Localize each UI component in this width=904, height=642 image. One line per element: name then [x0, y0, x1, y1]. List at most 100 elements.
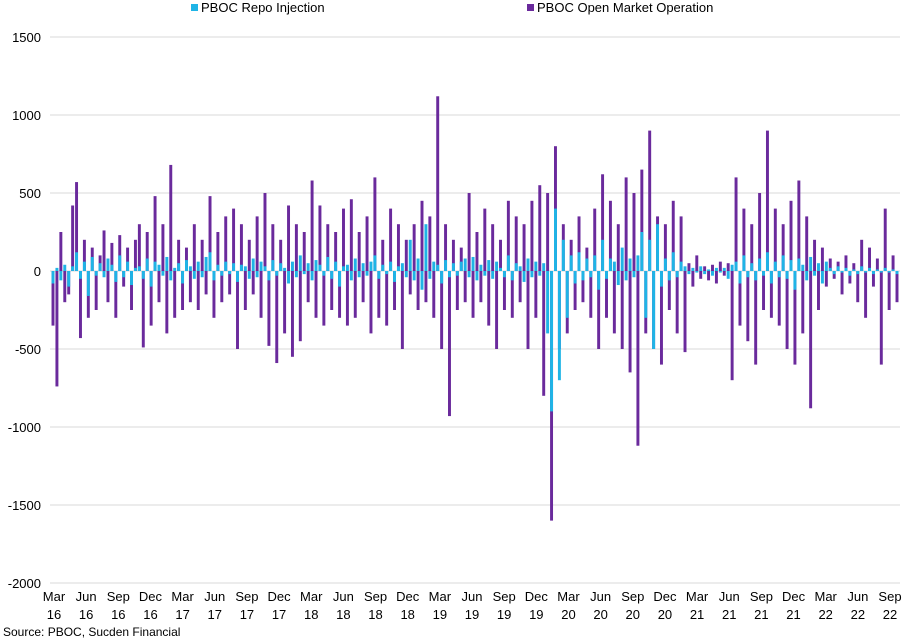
repo-bar	[239, 264, 243, 271]
x-tick-month: Jun	[333, 589, 354, 604]
omo-bar	[801, 271, 805, 334]
repo-bar	[436, 264, 440, 271]
omo-bar	[510, 271, 514, 318]
omo-bar	[448, 271, 451, 417]
repo-bar	[294, 271, 298, 278]
omo-bar	[432, 271, 436, 318]
omo-bar	[671, 200, 675, 271]
x-tick-year: 17	[208, 607, 222, 622]
x-tick-year: 20	[593, 607, 607, 622]
omo-bar	[173, 271, 177, 318]
omo-bar	[683, 271, 687, 353]
repo-bar	[420, 271, 424, 290]
omo-bar	[232, 208, 236, 271]
repo-bar	[891, 269, 895, 271]
omo-bar	[754, 271, 758, 365]
repo-bar	[703, 271, 707, 275]
repo-bar	[369, 261, 373, 271]
omo-bar	[94, 271, 98, 310]
omo-bar	[373, 177, 377, 271]
repo-bar	[157, 264, 161, 271]
omo-bar	[228, 271, 232, 295]
omo-bar	[605, 271, 608, 318]
repo-bar	[416, 258, 420, 271]
repo-bar	[597, 271, 601, 290]
repo-bar	[298, 255, 302, 271]
repo-bar	[813, 271, 817, 276]
omo-series	[51, 96, 899, 521]
omo-bar	[396, 224, 400, 271]
repo-bar	[365, 271, 369, 276]
repo-bar	[173, 267, 177, 271]
x-tick-month: Mar	[686, 589, 709, 604]
repo-bar	[860, 266, 864, 271]
omo-bar	[181, 271, 185, 310]
repo-bar	[271, 260, 275, 271]
x-tick-month: Dec	[139, 589, 163, 604]
repo-bar	[585, 258, 589, 271]
omo-bar	[463, 271, 467, 303]
repo-bar	[82, 261, 86, 271]
repo-bar	[526, 258, 530, 271]
omo-bar	[711, 264, 714, 271]
repo-bar	[236, 271, 239, 282]
repo-bar	[573, 271, 577, 284]
omo-bar	[659, 271, 663, 365]
omo-bar	[255, 216, 259, 271]
omo-bar	[310, 180, 314, 271]
y-tick-label: 1500	[12, 30, 41, 45]
omo-bar	[393, 271, 396, 310]
omo-bar	[275, 271, 279, 364]
repo-bar	[765, 252, 769, 271]
repo-bar	[220, 271, 224, 276]
repo-bar	[377, 271, 381, 279]
omo-bar	[338, 271, 342, 318]
repo-bar	[522, 271, 526, 282]
repo-bar	[730, 264, 734, 271]
omo-bar	[691, 271, 695, 287]
x-tick-year: 19	[465, 607, 479, 622]
omo-bar	[769, 271, 773, 318]
omo-bar	[243, 271, 247, 310]
repo-bar	[856, 271, 860, 275]
repo-bar	[746, 271, 750, 278]
repo-bar	[495, 261, 499, 271]
repo-bar	[707, 269, 711, 271]
omo-bar	[294, 224, 298, 271]
repo-bar	[887, 271, 891, 273]
omo-bar	[726, 263, 730, 271]
x-tick-year: 19	[529, 607, 543, 622]
repo-bar	[820, 271, 824, 284]
legend-item-repo: PBOC Repo Injection	[191, 0, 325, 15]
repo-bar	[94, 271, 98, 276]
repo-bar	[840, 271, 844, 273]
omo-bar	[377, 271, 381, 318]
omo-bar	[424, 271, 428, 303]
omo-bar	[608, 200, 612, 271]
x-tick-year: 17	[240, 607, 254, 622]
x-tick-year: 20	[561, 607, 575, 622]
x-tick-year: 16	[111, 607, 125, 622]
repo-bar	[852, 269, 856, 271]
repo-bar	[722, 267, 726, 271]
repo-bar	[75, 252, 79, 271]
omo-bar	[334, 232, 338, 271]
repo-bar	[593, 255, 597, 271]
repo-bar	[396, 266, 400, 271]
omo-bar	[459, 247, 463, 271]
repo-bar	[499, 267, 502, 271]
omo-bar	[518, 271, 522, 303]
x-tick-year: 22	[818, 607, 832, 622]
repo-bar	[318, 264, 322, 271]
omo-bar	[110, 242, 114, 271]
omo-bar	[718, 261, 722, 271]
omo-bar	[287, 205, 291, 271]
x-tick-year: 18	[400, 607, 414, 622]
omo-bar	[361, 271, 365, 303]
omo-bar	[82, 239, 86, 271]
repo-bar	[491, 271, 495, 279]
omo-bar	[895, 271, 899, 303]
omo-bar	[302, 232, 306, 271]
repo-bar	[110, 264, 114, 271]
omo-bar	[290, 271, 294, 357]
